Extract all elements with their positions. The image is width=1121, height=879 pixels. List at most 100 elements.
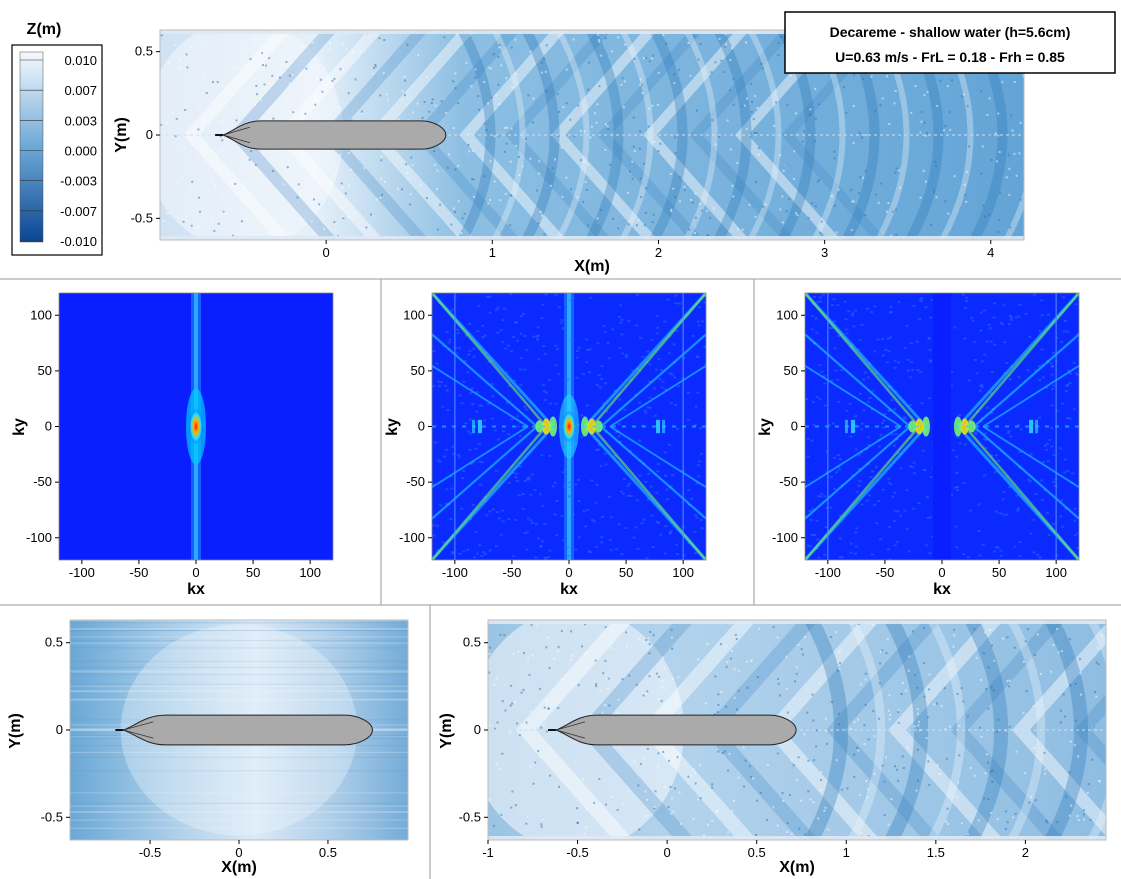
noise-speckle xyxy=(674,136,677,139)
noise-speckle xyxy=(473,195,476,198)
spectrum-noise xyxy=(618,398,622,401)
noise-speckle xyxy=(648,107,651,110)
spectrum-noise xyxy=(618,440,622,443)
noise-speckle xyxy=(696,109,699,112)
noise-speckle xyxy=(497,83,500,86)
noise-speckle xyxy=(638,828,641,831)
spectrum-noise xyxy=(813,295,817,298)
noise-speckle xyxy=(837,651,840,654)
spectrum-noise xyxy=(965,300,969,303)
spectrum-noise xyxy=(535,335,539,338)
spectrum-noise xyxy=(893,408,897,411)
noise-speckle xyxy=(511,86,514,89)
spectrum-noise xyxy=(655,315,659,318)
wave-crest xyxy=(826,620,942,730)
noise-speckle xyxy=(503,150,506,153)
spectrum-noise xyxy=(598,386,602,389)
noise-speckle xyxy=(827,828,830,831)
noise-speckle xyxy=(625,645,628,648)
noise-speckle xyxy=(776,752,779,755)
spectrum-noise xyxy=(458,394,462,397)
spectrum-noise xyxy=(547,556,551,559)
noise-speckle xyxy=(743,785,746,788)
spectrum-3-y-tick-label: 100 xyxy=(776,307,798,322)
noise-speckle xyxy=(792,764,795,767)
spectrum-noise xyxy=(1078,501,1079,504)
transverse-wave xyxy=(927,620,966,840)
noise-speckle xyxy=(1073,744,1076,747)
noise-speckle xyxy=(242,195,245,198)
noise-speckle xyxy=(864,703,867,706)
noise-speckle xyxy=(887,823,890,826)
spectrum-noise xyxy=(1062,330,1066,333)
noise-speckle xyxy=(669,785,672,788)
noise-speckle xyxy=(528,673,531,676)
dispersion-branch xyxy=(805,364,902,428)
spectrum-noise xyxy=(602,324,606,327)
spectrum-noise xyxy=(570,366,574,369)
noise-speckle xyxy=(814,140,817,143)
noise-speckle xyxy=(723,750,726,753)
noise-speckle xyxy=(732,195,735,198)
noise-speckle xyxy=(359,51,362,54)
noise-speckle xyxy=(984,215,987,218)
noise-speckle xyxy=(884,756,887,759)
spectrum-noise xyxy=(1016,509,1020,512)
ship-hull-top xyxy=(215,120,447,150)
spectrum-noise xyxy=(522,313,526,316)
spectrum-noise xyxy=(536,326,540,329)
noise-speckle xyxy=(833,150,836,153)
spectrum-noise xyxy=(1047,313,1051,316)
branch-hotspot xyxy=(594,420,603,433)
noise-speckle xyxy=(907,669,910,672)
spectrum-noise xyxy=(1009,314,1013,317)
dispersion-branch xyxy=(973,425,1079,520)
spectrum-noise xyxy=(1052,384,1056,387)
noise-speckle xyxy=(540,214,543,217)
noise-speckle xyxy=(902,766,905,769)
spectrum-noise xyxy=(532,335,536,338)
spectrum-noise xyxy=(980,386,984,389)
spectrum-noise xyxy=(483,419,487,422)
spectrum-noise xyxy=(1075,372,1079,375)
noise-speckle xyxy=(883,780,886,783)
spectrum-noise xyxy=(955,472,959,475)
spectrum-noise xyxy=(622,478,626,481)
spectrum-1-y-tick-label: 0 xyxy=(45,419,52,434)
spectrum-noise xyxy=(442,455,446,458)
spectrum-noise xyxy=(1008,378,1012,381)
noise-speckle xyxy=(165,122,168,125)
noise-speckle xyxy=(935,164,938,167)
spectrum-noise xyxy=(993,471,997,474)
spectrum-noise xyxy=(642,518,646,521)
spectrum-noise xyxy=(806,544,810,547)
noise-speckle xyxy=(977,819,980,822)
noise-speckle xyxy=(1064,715,1067,718)
noise-speckle xyxy=(617,36,620,39)
noise-speckle xyxy=(639,78,642,81)
spectrum-noise xyxy=(981,543,985,546)
spectrum-noise xyxy=(967,379,971,382)
spectrum-noise xyxy=(865,499,869,502)
spectrum-3-x-tick-label: 0 xyxy=(938,565,945,580)
noise-speckle xyxy=(233,127,236,130)
noise-speckle xyxy=(969,766,972,769)
spectrum-noise xyxy=(1009,435,1013,438)
noise-speckle xyxy=(572,38,575,41)
spectrum-noise xyxy=(1009,316,1013,319)
noise-speckle xyxy=(820,771,823,774)
noise-speckle xyxy=(692,768,695,771)
spectrum-noise xyxy=(1040,314,1044,317)
noise-speckle xyxy=(637,638,640,641)
noise-speckle xyxy=(271,74,274,77)
noise-speckle xyxy=(734,633,737,636)
transverse-wave xyxy=(1045,620,1089,840)
noise-speckle xyxy=(672,678,675,681)
spectrum-noise xyxy=(651,546,655,549)
noise-speckle xyxy=(557,134,560,137)
noise-speckle xyxy=(211,217,214,220)
noise-speckle xyxy=(452,127,455,130)
noise-speckle xyxy=(536,624,539,627)
top-y-ticks: -0.500.5 xyxy=(131,44,160,225)
spectrum-noise xyxy=(954,525,958,528)
